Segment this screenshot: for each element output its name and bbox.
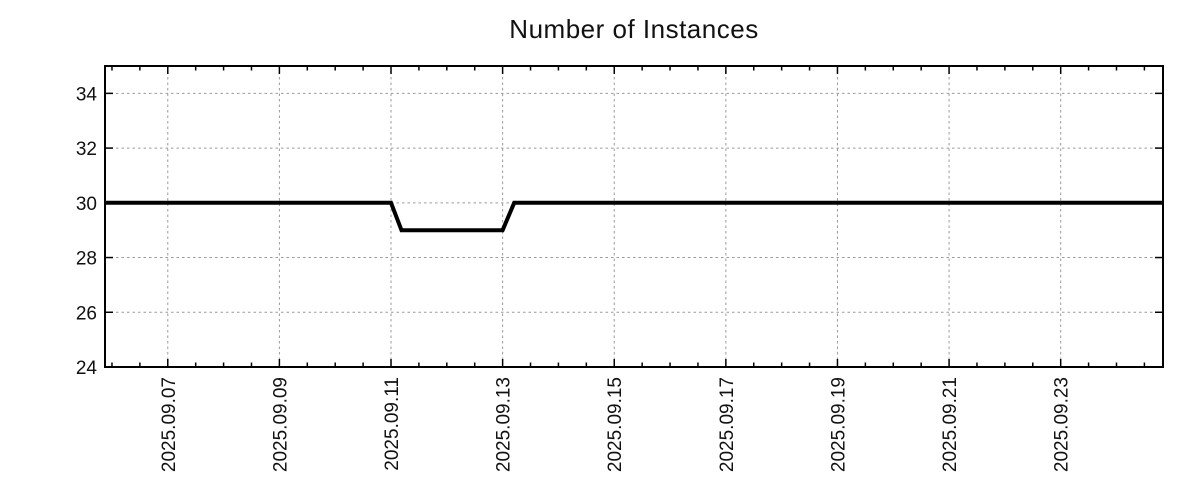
x-tick-label: 2025.09.07 xyxy=(159,377,180,472)
grid-lines xyxy=(105,66,1163,367)
series-line-instances xyxy=(105,200,1163,233)
y-tick-label: 28 xyxy=(76,249,97,270)
y-tick-label: 26 xyxy=(76,303,97,324)
x-tick-label: 2025.09.17 xyxy=(717,377,738,472)
x-tick-label: 2025.09.13 xyxy=(494,377,515,472)
x-tick-label: 2025.09.09 xyxy=(270,377,291,472)
y-tick-label: 32 xyxy=(76,139,97,160)
y-tick-label: 34 xyxy=(76,84,98,105)
x-tick-label: 2025.09.19 xyxy=(828,377,849,472)
x-tick-label: 2025.09.21 xyxy=(940,377,961,472)
y-tick-label: 30 xyxy=(76,194,97,215)
x-tick-label: 2025.09.11 xyxy=(382,377,403,471)
plot-border xyxy=(104,65,1164,368)
x-axis-labels: 2025.09.07 2025.09.09 2025.09.11 2025.09.13… xyxy=(159,377,1073,472)
tick-marks xyxy=(105,66,1163,368)
x-tick-label: 2025.09.23 xyxy=(1052,377,1073,472)
y-tick-label: 24 xyxy=(76,358,98,379)
x-tick-label: 2025.09.15 xyxy=(605,377,626,472)
